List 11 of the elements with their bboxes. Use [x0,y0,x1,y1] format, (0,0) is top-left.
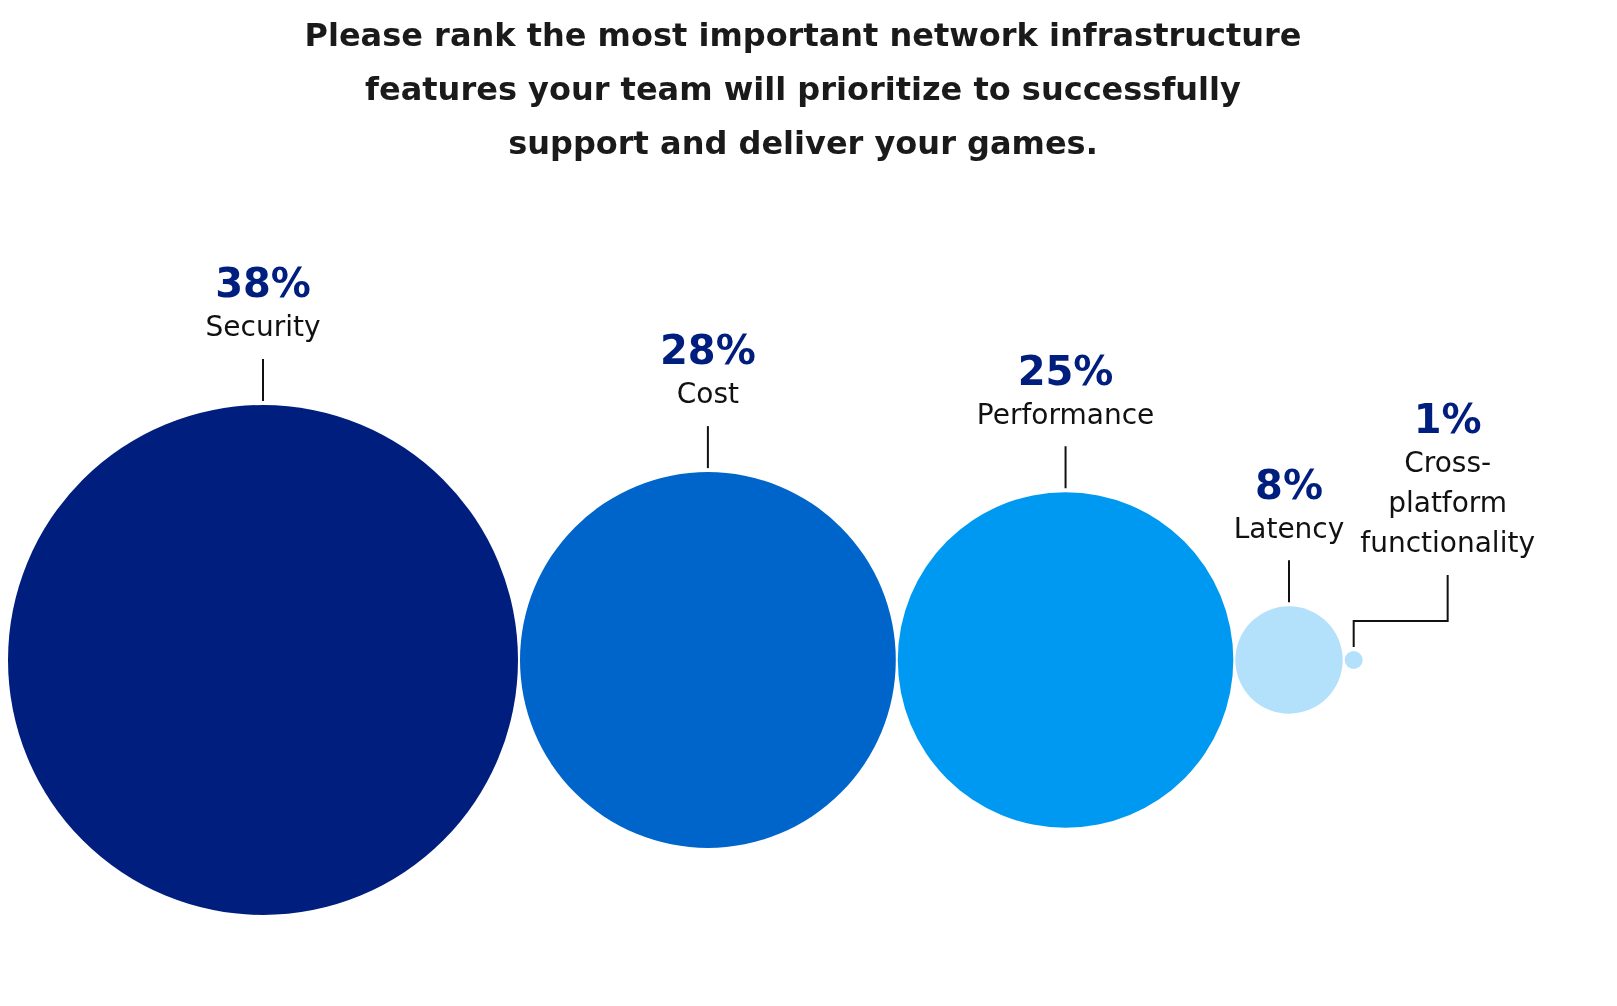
category-label: Cost [676,377,740,411]
category-label: Latency [1233,511,1345,545]
data-label: 8% [1255,461,1323,508]
category-label: Cross-platform functionality [1360,446,1535,560]
category-label: Security [205,310,321,344]
data-label: 1% [1413,396,1482,443]
data-label: 38% [215,260,311,307]
text: Please rank the most important network infrastructure features your team will prioritize to successfully support and deliver your games. [303,15,1303,164]
category-label: Performance [976,397,1155,431]
data-label: 25% [1017,347,1114,394]
data-label: 28% [660,327,756,374]
